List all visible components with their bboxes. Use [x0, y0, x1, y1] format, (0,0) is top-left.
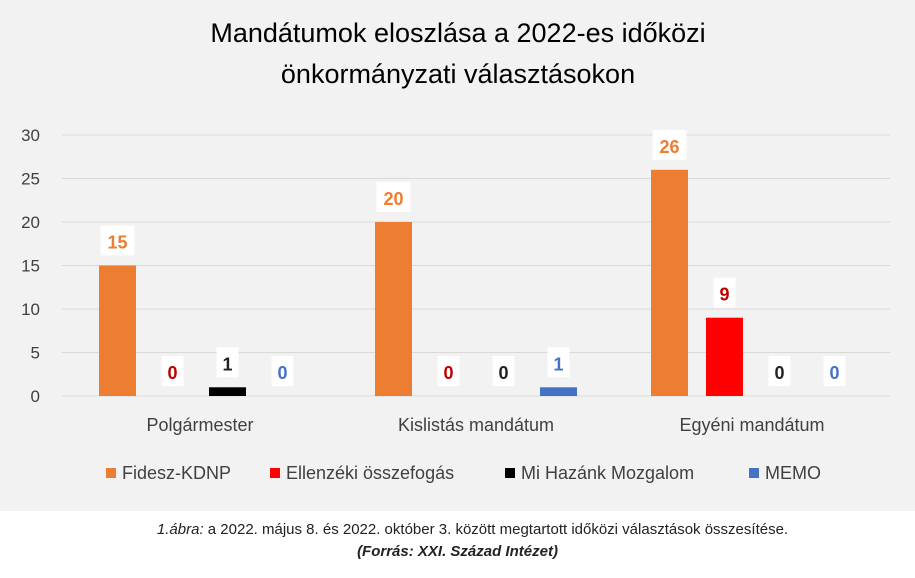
- legend-swatch: [106, 468, 116, 478]
- y-tick-label: 15: [21, 257, 40, 276]
- caption-text: a 2022. május 8. és 2022. október 3. köz…: [203, 521, 789, 538]
- y-tick-label: 30: [21, 126, 40, 145]
- data-label: 1: [553, 354, 563, 374]
- data-label-box: [823, 356, 846, 386]
- bar: [99, 265, 136, 396]
- x-category-label: Kislistás mandátum: [398, 415, 554, 435]
- data-label-box: [216, 347, 239, 378]
- legend-swatch: [270, 468, 280, 478]
- bar-chart: Mandátumok eloszlása a 2022-es időközi ö…: [21, 18, 890, 483]
- data-label-box: [768, 356, 791, 386]
- legend-swatch: [749, 468, 759, 478]
- legend-label: Fidesz-KDNP: [122, 463, 231, 483]
- data-label: 0: [774, 363, 784, 383]
- chart-title-line-1: Mandátumok eloszlása a 2022-es időközi: [210, 18, 705, 48]
- data-label: 0: [443, 363, 453, 383]
- data-label-box: [376, 182, 411, 212]
- legend-label: Ellenzéki összefogás: [286, 463, 454, 483]
- bar: [651, 169, 688, 396]
- data-label: 15: [107, 233, 127, 253]
- y-tick-label: 10: [21, 300, 40, 319]
- bar: [706, 317, 743, 396]
- bar: [540, 387, 577, 396]
- chart-title-line-2: önkormányzati választásokon: [281, 59, 635, 89]
- x-category-label: Polgármester: [146, 415, 253, 435]
- figure-caption: 1.ábra: a 2022. május 8. és 2022. októbe…: [0, 519, 915, 563]
- bar: [375, 222, 412, 396]
- chart-panel: Mandátumok eloszlása a 2022-es időközi ö…: [0, 0, 915, 511]
- data-label-box: [713, 277, 736, 308]
- data-label: 0: [167, 363, 177, 383]
- data-label: 0: [829, 363, 839, 383]
- data-label-box: [100, 225, 135, 256]
- x-category-label: Egyéni mandátum: [679, 415, 824, 435]
- data-label-box: [652, 129, 687, 160]
- legend-swatch: [505, 468, 515, 478]
- data-label-box: [271, 356, 294, 386]
- data-label: 20: [383, 189, 403, 209]
- data-label: 0: [498, 363, 508, 383]
- data-label: 0: [277, 363, 287, 383]
- data-label: 9: [719, 285, 729, 305]
- data-label-box: [547, 347, 570, 378]
- y-tick-label: 0: [31, 387, 40, 406]
- data-label: 26: [659, 137, 679, 157]
- data-label: 1: [222, 354, 232, 374]
- data-label-box: [437, 356, 460, 386]
- data-label-box: [492, 356, 515, 386]
- bar: [209, 387, 246, 396]
- data-label-box: [161, 356, 184, 386]
- y-tick-label: 5: [31, 344, 40, 363]
- legend-label: MEMO: [765, 463, 821, 483]
- legend-label: Mi Hazánk Mozgalom: [521, 463, 694, 483]
- caption-source: (Forrás: XXI. Század Intézet): [357, 543, 558, 560]
- y-tick-label: 25: [21, 170, 40, 189]
- caption-figure-label: 1.ábra:: [156, 521, 204, 538]
- y-tick-label: 20: [21, 213, 40, 232]
